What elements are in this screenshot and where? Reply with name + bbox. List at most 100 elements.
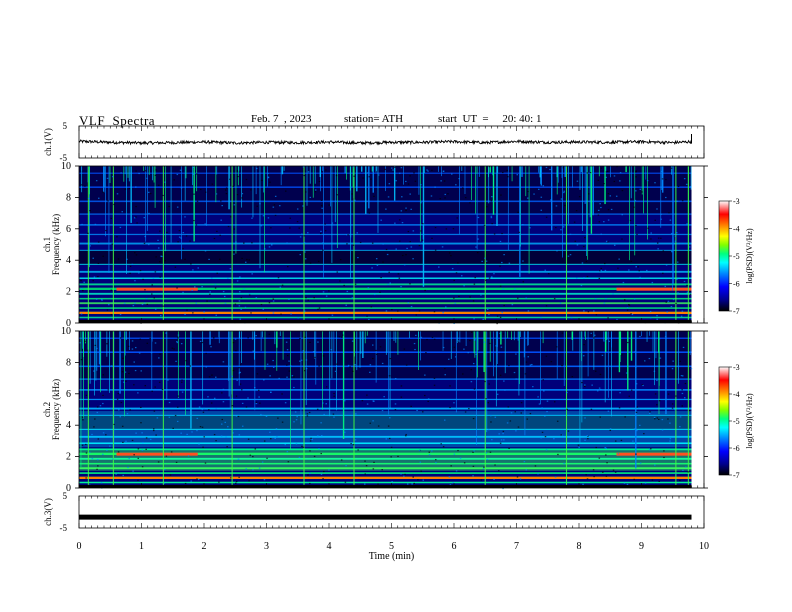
frequency-band xyxy=(79,297,692,300)
noise-speckle xyxy=(670,251,673,253)
noise-speckle xyxy=(503,304,505,307)
noise-speckle xyxy=(361,400,364,402)
noise-speckle xyxy=(241,257,243,260)
noise-speckle xyxy=(661,418,664,421)
noise-speckle xyxy=(672,360,674,362)
xtick-label: 4 xyxy=(327,541,332,552)
noise-speckle xyxy=(354,199,356,201)
noise-speckle xyxy=(420,184,422,186)
colorbar-label-ch1-spectrogram: log(PSD)(V²/Hz) xyxy=(745,228,754,284)
noise-speckle xyxy=(214,287,217,289)
noise-speckle xyxy=(255,335,257,337)
noise-speckle xyxy=(529,227,531,229)
noise-speckle xyxy=(499,265,501,267)
noise-speckle xyxy=(544,415,546,417)
noise-speckle xyxy=(248,293,251,295)
noise-speckle xyxy=(590,332,592,334)
noise-speckle xyxy=(605,454,607,456)
noise-speckle xyxy=(601,354,604,356)
noise-speckle xyxy=(570,317,573,319)
noise-speckle xyxy=(287,461,290,463)
noise-speckle xyxy=(307,171,310,173)
noise-speckle xyxy=(664,285,667,288)
noise-speckle xyxy=(447,193,449,195)
noise-speckle xyxy=(241,402,244,405)
noise-speckle xyxy=(673,235,676,237)
noise-speckle xyxy=(681,392,684,395)
noise-speckle xyxy=(545,166,548,169)
noise-speckle xyxy=(117,393,120,395)
noise-speckle xyxy=(483,341,486,343)
noise-speckle xyxy=(121,211,123,213)
noise-speckle xyxy=(297,317,299,319)
noise-speckle xyxy=(141,449,144,451)
noise-speckle xyxy=(392,169,394,171)
noise-speckle xyxy=(87,197,90,200)
noise-speckle xyxy=(277,417,279,419)
noise-speckle xyxy=(458,295,460,298)
noise-speckle xyxy=(145,448,147,450)
noise-speckle xyxy=(267,177,270,179)
noise-speckle xyxy=(435,459,437,461)
noise-speckle xyxy=(174,266,177,268)
noise-speckle xyxy=(314,191,317,193)
noise-speckle xyxy=(225,189,227,191)
noise-speckle xyxy=(490,415,492,417)
noise-speckle xyxy=(686,223,688,225)
noise-speckle xyxy=(131,439,134,442)
noise-speckle xyxy=(134,280,136,282)
noise-speckle xyxy=(89,210,91,212)
noise-speckle xyxy=(309,440,312,442)
noise-speckle xyxy=(607,241,609,243)
noise-speckle xyxy=(343,400,346,402)
noise-speckle xyxy=(654,464,656,466)
noise-speckle xyxy=(325,169,327,171)
noise-speckle xyxy=(514,411,517,413)
noise-speckle xyxy=(604,269,607,272)
noise-speckle xyxy=(372,357,374,360)
noise-speckle xyxy=(456,217,458,219)
noise-speckle xyxy=(608,350,611,352)
noise-speckle xyxy=(325,403,327,405)
noise-speckle xyxy=(110,408,112,410)
noise-speckle xyxy=(433,338,436,340)
noise-speckle xyxy=(593,337,595,339)
noise-speckle xyxy=(295,419,298,421)
noise-speckle xyxy=(110,217,112,219)
noise-speckle xyxy=(580,284,583,287)
noise-speckle xyxy=(266,457,268,459)
noise-speckle xyxy=(192,166,194,168)
noise-speckle xyxy=(241,425,244,427)
noise-speckle xyxy=(124,188,127,190)
noise-speckle xyxy=(89,245,91,247)
noise-speckle xyxy=(537,473,539,475)
noise-speckle xyxy=(185,235,188,237)
noise-speckle xyxy=(314,356,316,358)
noise-speckle xyxy=(331,314,334,316)
noise-speckle xyxy=(208,376,211,378)
noise-speckle xyxy=(557,453,559,456)
noise-speckle xyxy=(196,429,198,432)
noise-speckle xyxy=(303,370,306,372)
noise-speckle xyxy=(369,371,371,373)
noise-speckle xyxy=(238,300,241,302)
noise-speckle xyxy=(677,185,680,188)
noise-speckle xyxy=(545,355,548,357)
ytick-label-ch1-spectrogram: 2 xyxy=(66,287,71,298)
noise-speckle xyxy=(154,308,157,310)
noise-speckle xyxy=(170,451,173,453)
noise-speckle xyxy=(388,437,391,440)
noise-speckle xyxy=(639,335,641,338)
xtick-label: 9 xyxy=(639,541,644,552)
noise-speckle xyxy=(238,305,241,307)
noise-speckle xyxy=(538,403,541,405)
noise-speckle xyxy=(604,446,606,449)
noise-speckle xyxy=(172,427,174,429)
noise-speckle xyxy=(180,237,182,239)
noise-speckle xyxy=(415,334,417,336)
noise-speckle xyxy=(584,237,586,239)
frequency-band xyxy=(79,428,692,430)
noise-speckle xyxy=(450,465,452,467)
noise-speckle xyxy=(263,379,265,381)
noise-speckle xyxy=(290,313,292,315)
